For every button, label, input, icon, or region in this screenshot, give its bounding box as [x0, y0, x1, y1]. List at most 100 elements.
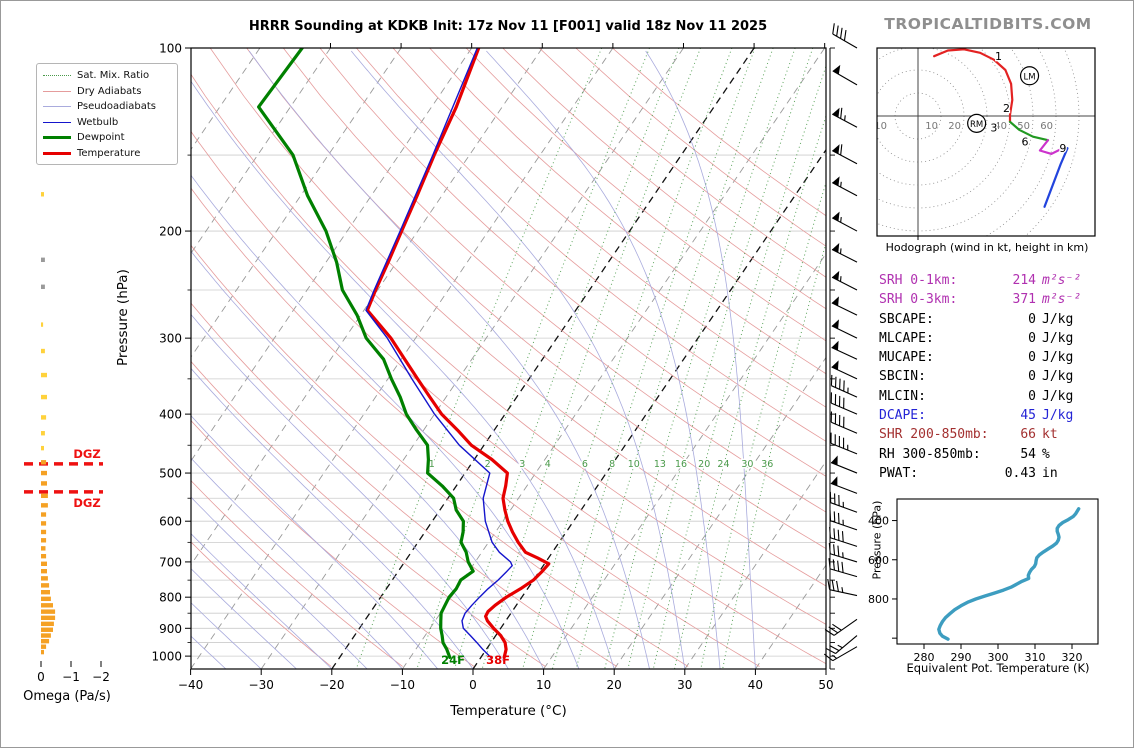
dgz-label: DGZ	[73, 447, 100, 461]
stats-panel: SRH 0-1km: 214 m²s⁻² SRH 0-3km: 371 m²s⁻² SBCA…	[879, 273, 1129, 485]
wind-barb	[830, 411, 858, 434]
legend-line-sample	[43, 151, 71, 155]
surface-dewpoint-label: 24F	[441, 653, 465, 667]
wind-barb	[827, 578, 858, 597]
legend-item: Wetbulb	[43, 115, 171, 131]
pressure-tick-label: 100	[159, 42, 182, 56]
stat-label: MLCIN:	[879, 388, 926, 404]
omega-bar	[41, 460, 47, 465]
wind-barb	[829, 491, 858, 513]
stats-row: MLCAPE: 0 J/kg	[879, 331, 1129, 350]
stat-label: DCAPE:	[879, 408, 926, 424]
wind-barb	[830, 392, 858, 415]
omega-bar	[41, 284, 45, 290]
hodograph-ring-label: 20	[948, 121, 961, 132]
hodograph-height-label: 1	[995, 50, 1002, 63]
omega-bar	[41, 553, 47, 559]
stat-unit: J/kg	[1042, 369, 1074, 385]
stat-unit: J/kg	[1042, 330, 1074, 346]
omega-panel: 0 −1 −2	[37, 192, 110, 684]
hodograph-ring-label: 60	[1040, 121, 1053, 132]
stats-row: SRH 0-3km: 371 m²s⁻²	[879, 292, 1129, 311]
temperature-tick-label: −10	[390, 678, 415, 692]
omega-bar	[41, 431, 45, 436]
temperature-tick-label: −40	[178, 678, 203, 692]
wind-barb	[830, 455, 858, 474]
stats-row: SRH 0-1km: 214 m²s⁻²	[879, 273, 1129, 292]
omega-bar	[41, 322, 44, 327]
theta-e-temp-tick: 310	[1025, 651, 1046, 664]
omega-bar	[41, 615, 56, 621]
legend-item: Dewpoint	[43, 130, 171, 146]
legend-item: Sat. Mix. Ratio	[43, 68, 171, 84]
hodograph-marker-RM	[967, 113, 987, 133]
hodograph-height-label: 2	[1003, 102, 1010, 115]
theta-e-pressure-tick: 400	[868, 515, 889, 528]
stat-value: 45	[1020, 408, 1036, 424]
mixing-ratio-label: 3	[519, 459, 525, 470]
pressure-tick-label: 700	[159, 555, 182, 569]
stat-value: 0	[1028, 369, 1036, 385]
branding-text: TROPICALTIDBITS.COM	[884, 15, 1092, 33]
omega-bar	[41, 538, 47, 543]
stat-unit: in	[1042, 465, 1058, 481]
temperature-tick-label: 0	[469, 678, 477, 692]
legend-item: Dry Adiabats	[43, 84, 171, 100]
stat-unit: J/kg	[1042, 408, 1074, 424]
mixing-ratio-label: 8	[609, 459, 615, 470]
hodograph-ring-label: 10	[925, 121, 938, 132]
wind-barb	[830, 374, 858, 398]
wind-barb-column	[823, 23, 858, 670]
stats-row: SBCIN: 0 J/kg	[879, 369, 1129, 388]
stat-value: 66	[1020, 427, 1036, 443]
mixing-ratio-label: 4	[545, 459, 551, 470]
skewt-background: 1 2 3 4 6 8 10 13 16 20 24 30 36	[191, 48, 826, 669]
stat-value: 54	[1020, 446, 1036, 462]
wind-barb	[829, 526, 858, 547]
theta-e-y-axis-label: Pressure (hPa)	[870, 500, 884, 580]
hodograph: 1010203040506012369LMRM	[876, 47, 1096, 240]
dgz-label: DGZ	[73, 496, 100, 510]
omega-bar	[41, 561, 47, 566]
omega-bar	[41, 589, 50, 595]
omega-tick-label: −1	[62, 670, 80, 684]
wind-barb	[830, 432, 858, 455]
pressure-tick-label: 900	[159, 622, 182, 636]
stat-label: SRH 0-3km:	[879, 292, 958, 308]
omega-bar	[41, 633, 51, 638]
dgz-markers: DGZ DGZ	[24, 447, 103, 510]
omega-bar	[41, 470, 47, 476]
stat-value: 371	[1012, 292, 1036, 308]
pressure-tick-label: 500	[159, 467, 182, 481]
stat-value: 0	[1028, 311, 1036, 327]
stat-value: 0	[1028, 388, 1036, 404]
omega-bar	[41, 415, 47, 420]
wind-barb	[832, 107, 858, 128]
omega-bar	[41, 394, 47, 400]
stat-unit: m²s⁻²	[1042, 292, 1082, 308]
omega-bar	[41, 503, 48, 508]
pressure-tick-label: 200	[159, 225, 182, 239]
wind-barb	[829, 509, 858, 531]
mixing-ratio-label: 1	[429, 459, 435, 470]
omega-bar	[41, 627, 53, 632]
mixing-ratio-label: 30	[741, 459, 753, 470]
mixing-ratio-label: 36	[761, 459, 773, 470]
stats-row: SHR 200-850mb: 66 kt	[879, 427, 1129, 446]
temperature-tick-label: 30	[677, 678, 692, 692]
omega-bar	[41, 621, 54, 627]
omega-bar	[41, 493, 48, 499]
omega-bar	[41, 445, 44, 451]
wind-barb	[832, 144, 858, 165]
omega-bar	[41, 546, 46, 551]
omega-tick-label: −2	[92, 670, 110, 684]
mixing-ratio-label: 16	[675, 459, 687, 470]
theta-e-pressure-tick: 600	[868, 554, 889, 567]
wind-barb	[832, 64, 858, 86]
wind-barb	[832, 176, 858, 197]
hodograph-height-label: 6	[1021, 135, 1028, 148]
omega-bar	[41, 596, 51, 602]
hodograph-caption: Hodograph (wind in kt, height in km)	[885, 241, 1089, 254]
stat-unit: J/kg	[1042, 311, 1074, 327]
